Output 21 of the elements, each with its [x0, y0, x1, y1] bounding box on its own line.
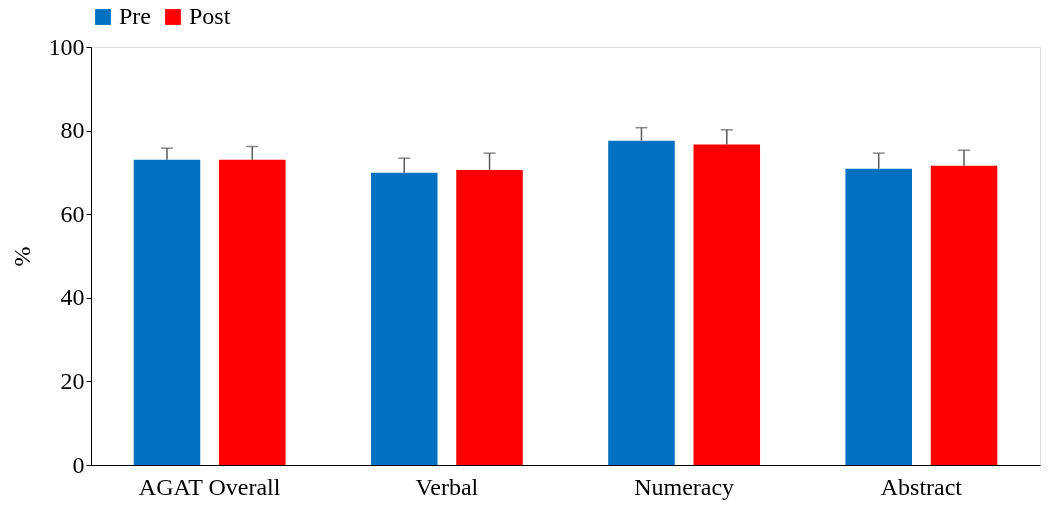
- bar: [845, 168, 912, 465]
- bar: [456, 169, 523, 465]
- y-tick-label: 40: [60, 284, 85, 311]
- legend-label: Post: [189, 3, 231, 29]
- x-tick-label: AGAT Overall: [138, 473, 281, 500]
- bar: [930, 165, 998, 465]
- legend-label: Pre: [119, 3, 151, 29]
- y-tick-label: 80: [60, 117, 85, 144]
- y-axis-title: %: [8, 246, 35, 267]
- bar: [370, 172, 438, 465]
- y-tick-label: 100: [48, 33, 85, 60]
- bar: [133, 159, 201, 465]
- y-tick-label: 20: [60, 367, 85, 394]
- y-tick-label: 0: [72, 451, 85, 478]
- y-tick-label: 60: [60, 200, 85, 227]
- x-tick-label: Verbal: [415, 473, 479, 500]
- x-tick-label: Abstract: [880, 473, 963, 500]
- x-tick-label: Numeracy: [634, 473, 735, 500]
- bar: [608, 140, 675, 465]
- bar: [219, 159, 286, 465]
- bar: [693, 144, 761, 465]
